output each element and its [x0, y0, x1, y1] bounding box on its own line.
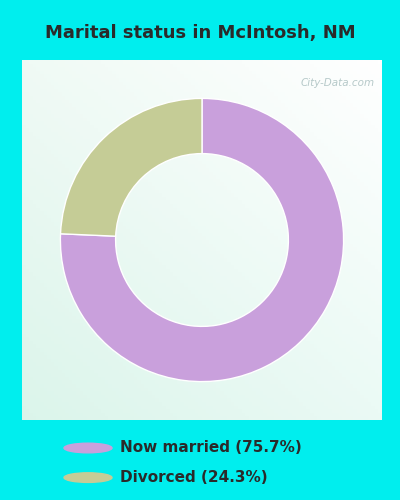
Wedge shape: [60, 98, 344, 382]
Circle shape: [64, 473, 112, 482]
Text: Now married (75.7%): Now married (75.7%): [120, 440, 302, 456]
Text: City-Data.com: City-Data.com: [301, 78, 375, 88]
Wedge shape: [60, 98, 202, 236]
Circle shape: [64, 443, 112, 453]
Text: Divorced (24.3%): Divorced (24.3%): [120, 470, 268, 485]
Text: Marital status in McIntosh, NM: Marital status in McIntosh, NM: [45, 24, 355, 42]
